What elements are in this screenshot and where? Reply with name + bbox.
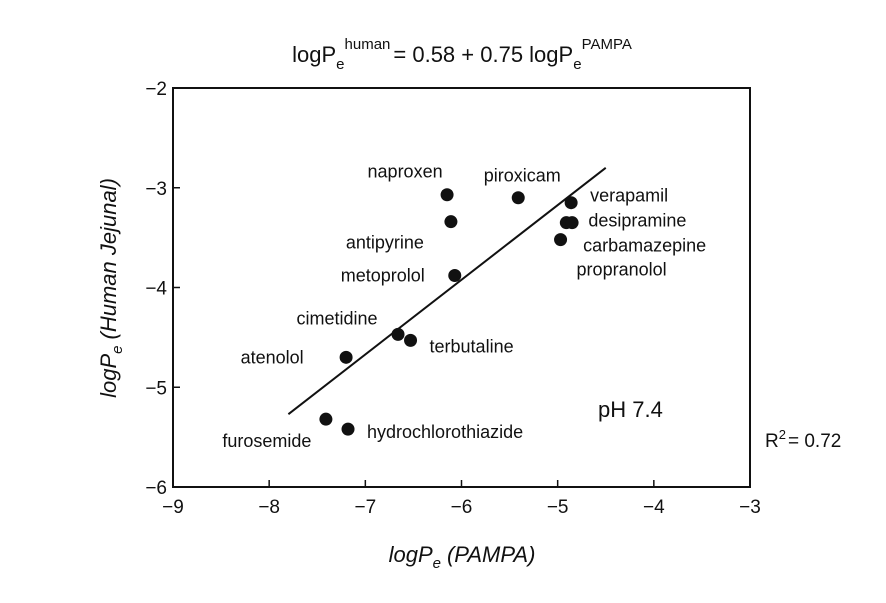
y-tick-label: −6 [145, 478, 167, 499]
data-point [341, 422, 355, 436]
y-axis-label: logPe (Human Jejunal) [96, 178, 126, 398]
y-tick-label: −4 [145, 279, 167, 300]
y-tick-label: −3 [145, 179, 167, 200]
label-part: (Human Jejunal) [96, 178, 121, 339]
y-tick-label: −5 [145, 378, 167, 399]
point-label: verapamil [590, 186, 668, 206]
title-part: human [345, 36, 391, 53]
x-tick-label: −3 [739, 497, 761, 518]
data-point [391, 327, 405, 341]
point-label: furosemide [222, 431, 311, 451]
fit-line [287, 167, 607, 415]
point-label: carbamazepine [583, 236, 706, 256]
point-label: naproxen [368, 162, 443, 182]
point-label: hydrochlorothiazide [367, 422, 523, 442]
point-label: terbutaline [430, 336, 514, 356]
point-label: piroxicam [484, 166, 561, 186]
point-label: desipramine [588, 211, 686, 231]
title-part: e [573, 56, 581, 73]
x-axis-label: logPe (PAMPA) [389, 542, 536, 572]
label-part: logP [96, 354, 121, 398]
point-label: propranolol [577, 260, 667, 280]
r2-part: 2 [779, 427, 786, 442]
data-point [339, 350, 353, 364]
data-point [404, 333, 418, 347]
title-part: PAMPA [582, 36, 632, 53]
annotation: pH 7.4 [598, 397, 663, 422]
data-point [440, 188, 454, 202]
data-point [564, 196, 578, 210]
title-part: = 0.58 + 0.75 logP [393, 42, 573, 67]
label-part: e [109, 346, 126, 354]
r2-annotation: R2 = 0.72 [765, 427, 841, 452]
title-part: e [336, 56, 344, 73]
data-point [554, 233, 568, 247]
label-part: (PAMPA) [447, 542, 535, 567]
x-tick-label: −7 [354, 497, 376, 518]
data-point [565, 216, 579, 230]
y-tick-label: −2 [145, 79, 167, 100]
r2-part: = 0.72 [788, 431, 841, 452]
data-point [444, 215, 458, 229]
chart-title: logPehuman = 0.58 + 0.75 logPePAMPA [292, 36, 632, 73]
data-point [319, 412, 333, 426]
r2-part: R [765, 431, 779, 452]
x-tick-label: −8 [258, 497, 280, 518]
x-tick-label: −5 [547, 497, 569, 518]
x-tick-label: −6 [451, 497, 473, 518]
x-tick-label: −4 [643, 497, 665, 518]
data-point [448, 269, 462, 283]
data-point [511, 191, 525, 205]
label-part: logP [389, 542, 433, 567]
point-label: metoprolol [341, 266, 425, 286]
x-tick-label: −9 [162, 497, 184, 518]
point-label: antipyrine [346, 233, 424, 253]
label-part: e [433, 555, 441, 572]
title-part: logP [292, 42, 336, 67]
point-label: cimetidine [297, 308, 378, 328]
point-label: atenolol [241, 347, 304, 367]
